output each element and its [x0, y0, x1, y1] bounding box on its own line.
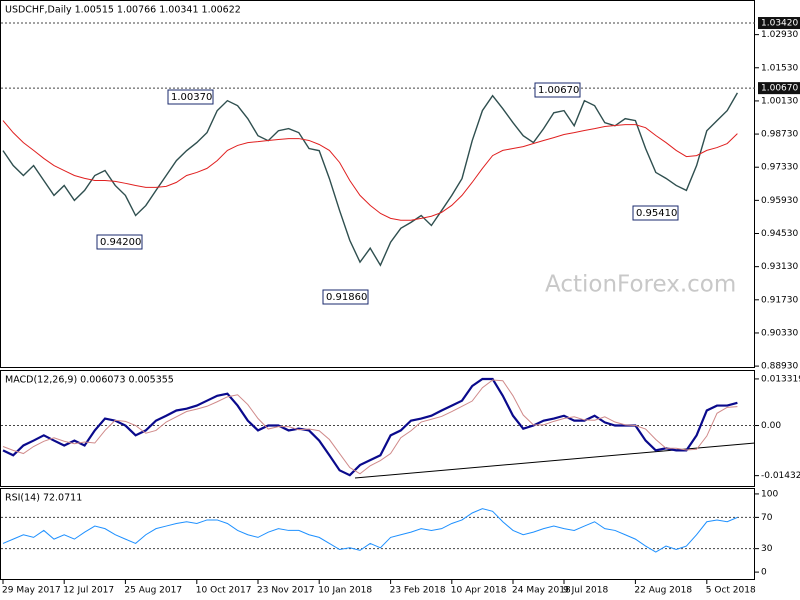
annotation-box [534, 82, 581, 98]
rsi-panel [0, 488, 755, 580]
x-tick-label: 29 May 2017 [2, 586, 61, 596]
x-tick-label: 24 May 2018 [512, 586, 571, 596]
series-line [2, 379, 738, 475]
y-tick-label: 30 [761, 544, 773, 554]
x-tick-label: 10 Apr 2018 [451, 586, 507, 596]
annotation: 1.00370 [171, 92, 212, 103]
y-tick-label: 1.02930 [761, 30, 798, 40]
y-tick-label: 0.97330 [761, 163, 798, 173]
x-tick-label: 9 Jul 2018 [563, 586, 608, 596]
annotation-box [167, 89, 214, 105]
series-line [2, 508, 738, 553]
y-tick-label: 0.94530 [761, 229, 798, 239]
annotation: 1.00670 [538, 85, 579, 96]
y-tick-label: 70 [761, 513, 773, 523]
x-tick-label: 12 Jul 2017 [63, 586, 114, 596]
x-tick-label: 10 Jan 2018 [318, 586, 372, 596]
x-tick-label: 23 Feb 2018 [390, 586, 446, 596]
watermark: ActionForex.com [545, 272, 736, 298]
panel-title: MACD(12,26,9) 0.006073 0.005355 [5, 375, 174, 386]
annotation-box [632, 205, 679, 221]
y-tick-label: 0.93130 [761, 262, 798, 272]
x-tick-label: 25 Aug 2017 [124, 586, 182, 596]
annotation-box [96, 234, 143, 250]
y-tick-label: 0.00 [761, 421, 781, 431]
y-tick-label: 0.013319 [761, 374, 800, 384]
macd-panel [0, 370, 755, 487]
level-label: 1.03420 [761, 19, 798, 29]
y-tick-label: -0.014323 [761, 471, 800, 481]
panel-title: USDCHF,Daily 1.00515 1.00766 1.00341 1.0… [5, 5, 241, 16]
y-tick-label: 0.88930 [761, 362, 798, 372]
annotation: 0.91860 [326, 292, 367, 303]
y-tick-label: 1.01530 [761, 63, 798, 73]
y-tick-label: 0.98730 [761, 130, 798, 140]
annotation-box [322, 289, 369, 305]
annotation: 0.94200 [100, 237, 141, 248]
y-tick-label: 0.90330 [761, 328, 798, 338]
x-tick-label: 5 Oct 2018 [706, 586, 756, 596]
level-label: 1.00670 [761, 84, 798, 94]
y-tick-label: 0.91730 [761, 295, 798, 305]
x-tick-label: 22 Aug 2018 [634, 586, 692, 596]
y-tick-label: 0.95930 [761, 196, 798, 206]
panel-title: RSI(14) 72.0711 [5, 493, 82, 504]
y-tick-label: 100 [761, 489, 778, 499]
series-line [2, 377, 738, 477]
trend-line [354, 442, 756, 479]
series-line [2, 120, 738, 221]
y-tick-label: 0 [761, 568, 767, 578]
price-panel [0, 0, 755, 368]
y-tick-label: 1.00130 [761, 96, 798, 106]
level-box [758, 82, 800, 95]
x-tick-label: 10 Oct 2017 [196, 586, 252, 596]
level-box [758, 17, 800, 30]
annotation: 0.95410 [636, 208, 677, 219]
x-tick-label: 23 Nov 2017 [257, 586, 315, 596]
